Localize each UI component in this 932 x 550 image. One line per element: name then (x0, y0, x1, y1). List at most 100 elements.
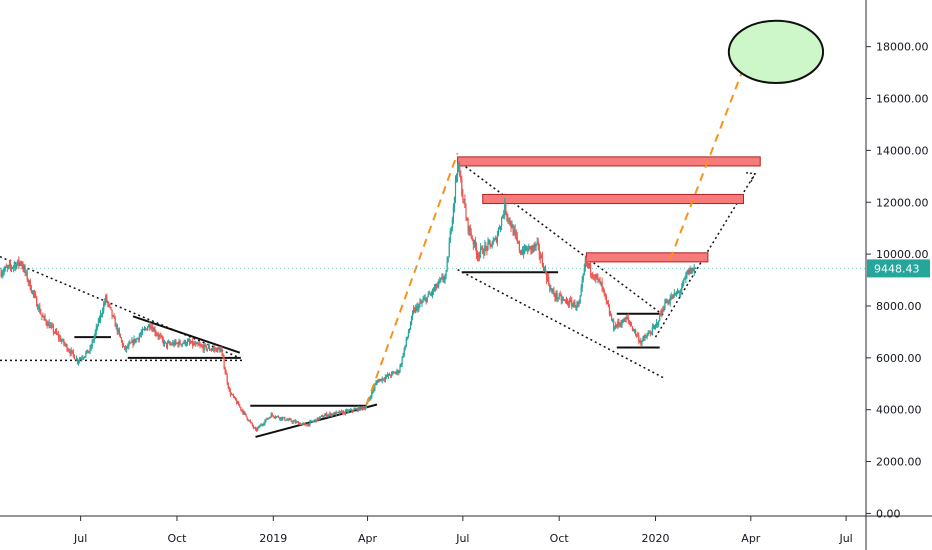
candle-body (310, 421, 312, 423)
candle-body (178, 340, 180, 346)
candle-body (226, 374, 228, 383)
candle-body (73, 354, 75, 360)
candle-body (71, 350, 73, 352)
candle-body (574, 301, 576, 308)
candle-body (327, 415, 329, 417)
candle-body (244, 411, 246, 414)
candle-body (161, 336, 163, 340)
candle-body (307, 423, 309, 426)
candle-body (450, 228, 452, 231)
candle-body (518, 242, 520, 251)
candle-body (263, 423, 265, 425)
candle-body (329, 413, 331, 415)
candle-body (428, 293, 430, 295)
candle-body (144, 328, 147, 330)
candle-body (280, 417, 282, 420)
candle-body (19, 262, 21, 265)
candle-body (607, 303, 609, 307)
candle-body (675, 292, 678, 295)
candle-body (423, 298, 425, 301)
candle-body (326, 413, 328, 417)
candle-body (443, 279, 445, 281)
x-tick-label: Jul (838, 532, 852, 545)
candle-body (135, 338, 137, 342)
candle-body (181, 343, 183, 345)
candle-body (184, 340, 186, 345)
candle-body (481, 247, 483, 249)
candle-body (453, 196, 456, 207)
candle-body (29, 280, 31, 290)
candle-body (529, 246, 531, 248)
candle-body (223, 357, 225, 368)
x-tick-label: Apr (741, 532, 761, 545)
candle-body (688, 269, 690, 274)
candle-body (580, 287, 582, 296)
candle-body (207, 346, 209, 349)
resistance-zone (457, 156, 761, 167)
candle-body (53, 332, 56, 334)
candle-body (622, 318, 624, 323)
candle-body (628, 320, 630, 323)
candle-body (357, 407, 359, 411)
candle-body (419, 302, 421, 306)
candle-body (517, 241, 519, 243)
candle-body (557, 298, 559, 300)
candle-body (119, 333, 122, 338)
candle-body (463, 198, 465, 200)
candle-body (424, 297, 426, 299)
candle-body (247, 419, 249, 421)
candle-body (248, 420, 250, 422)
dotted-trend-line (457, 269, 666, 380)
candle-body (220, 349, 222, 352)
candle-body (680, 291, 682, 293)
candle-body (189, 342, 192, 344)
candle-body (98, 319, 101, 321)
candle-body (556, 292, 558, 299)
x-tick-label: Jul (455, 532, 469, 545)
candle-body (4, 266, 6, 270)
candle-body (62, 339, 64, 341)
candle-body (155, 333, 157, 335)
candle-body (694, 268, 696, 270)
candle-body (546, 272, 548, 281)
candle-body (605, 295, 607, 301)
candle-body (229, 390, 231, 395)
candle-body (136, 338, 138, 340)
candle-body (664, 300, 666, 310)
y-tick-label: 12000.00 (876, 196, 929, 209)
candle-body (550, 288, 552, 290)
candle-body (342, 411, 345, 414)
candle-body (468, 226, 470, 231)
candle-body (485, 245, 487, 247)
candle-body (603, 289, 605, 293)
candle-body (120, 337, 123, 341)
candle-body (498, 228, 501, 230)
candle-body (270, 413, 272, 418)
candle-body (315, 419, 317, 422)
candle-body (534, 244, 536, 248)
candle-body (645, 337, 647, 339)
candle-body (147, 327, 149, 331)
candle-body (648, 332, 650, 334)
candle-body (589, 264, 592, 274)
candle-body (14, 264, 16, 267)
candle-body (684, 278, 686, 280)
candle-body (476, 254, 479, 257)
candle-body (118, 329, 120, 334)
candle-body (577, 302, 579, 305)
candle-body (52, 326, 55, 333)
candle-body (420, 302, 422, 304)
candle-body (63, 339, 65, 344)
candle-body (15, 264, 17, 269)
candle-body (350, 409, 352, 411)
trend-line (132, 315, 241, 354)
candle-body (142, 329, 145, 331)
candle-body (111, 309, 113, 317)
candle-body (626, 317, 628, 319)
candle-body (593, 276, 595, 278)
candle-body (330, 413, 332, 416)
candle-body (674, 292, 677, 295)
candle-body (355, 408, 357, 410)
candle-body (128, 343, 130, 348)
